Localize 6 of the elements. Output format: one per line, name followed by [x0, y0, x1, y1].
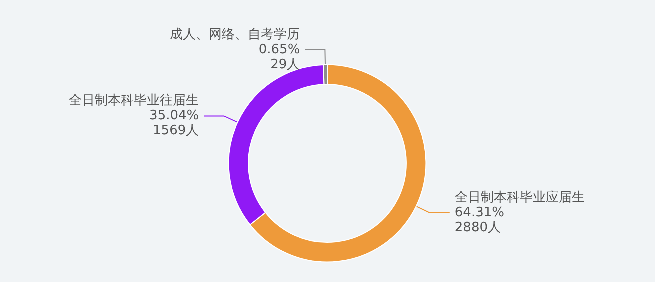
slice-label: 成人、网络、自考学历	[170, 27, 300, 42]
slice-label: 全日制本科毕业往届生	[69, 94, 200, 109]
slice-label: 全日制本科毕业应届生	[454, 189, 585, 206]
data-label: 64.31% 2880人	[454, 205, 504, 236]
data-label: 0.65% 29人	[258, 42, 300, 72]
data-label: 35.04% 1569人	[150, 108, 200, 139]
